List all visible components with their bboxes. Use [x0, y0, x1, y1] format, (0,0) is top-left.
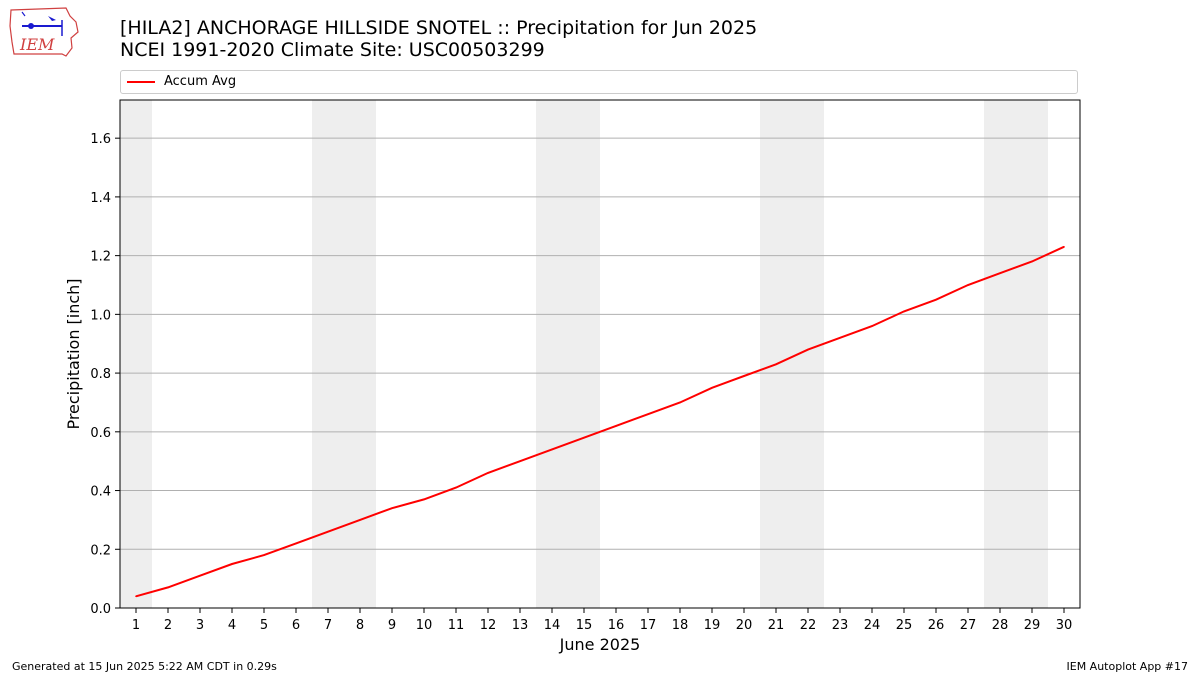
footer-app: IEM Autoplot App #17: [1066, 660, 1189, 673]
x-tick-label: 7: [324, 618, 332, 633]
weekend-band: [760, 100, 792, 608]
data-point: [231, 563, 233, 565]
x-tick-label: 17: [640, 618, 657, 633]
x-tick-label: 4: [228, 618, 236, 633]
data-point: [615, 425, 617, 427]
x-axis-label: June 2025: [559, 635, 641, 654]
data-point: [711, 386, 713, 389]
x-tick-label: 6: [292, 618, 300, 633]
data-point: [967, 284, 969, 286]
y-tick-label: 1.6: [90, 132, 111, 147]
data-point: [455, 486, 457, 489]
data-point: [551, 448, 553, 451]
data-point: [295, 542, 297, 545]
data-point: [807, 348, 809, 351]
data-point: [135, 595, 137, 598]
logo-text: IEM: [19, 35, 55, 54]
x-tick-label: 16: [608, 618, 625, 633]
data-point: [423, 498, 425, 501]
y-tick-label: 0.6: [90, 426, 111, 441]
x-tick-label: 28: [992, 618, 1009, 633]
series-line-accum-avg: [135, 245, 1065, 598]
data-point: [519, 460, 521, 462]
weekend-band: [984, 100, 1016, 608]
title-line-1: [HILA2] ANCHORAGE HILLSIDE SNOTEL :: Pre…: [120, 17, 758, 39]
x-tick-label: 26: [928, 618, 945, 633]
iem-logo: IEM: [9, 7, 79, 57]
data-point: [359, 519, 361, 521]
x-tick-label: 23: [832, 618, 849, 633]
x-tick-label: 27: [960, 618, 977, 633]
x-tick-label: 25: [896, 618, 913, 633]
y-tick-label: 0.4: [90, 485, 111, 500]
x-tick-label: 11: [448, 618, 465, 633]
x-tick-label: 29: [1024, 618, 1041, 633]
x-tick-label: 22: [800, 618, 817, 633]
x-tick-label: 18: [672, 618, 689, 633]
iowa-state-outline: [9, 7, 79, 57]
x-tick-label: 1: [132, 618, 140, 633]
data-point: [647, 413, 649, 415]
weekend-band: [312, 100, 344, 608]
data-point: [903, 310, 905, 313]
x-tick-label: 24: [864, 618, 881, 633]
legend-swatch: [127, 81, 155, 83]
legend: Accum Avg: [120, 70, 1078, 94]
data-point: [327, 530, 329, 533]
data-point: [199, 574, 201, 577]
weekend-band: [568, 100, 600, 608]
data-point: [167, 586, 169, 589]
plot-frame: [119, 99, 1081, 609]
weekend-band: [1016, 100, 1048, 608]
legend-label: Accum Avg: [164, 74, 237, 89]
title-line-2: NCEI 1991-2020 Climate Site: USC00503299: [120, 39, 545, 61]
x-tick-label: 13: [512, 618, 529, 633]
data-point: [1063, 246, 1065, 248]
x-tick-label: 12: [480, 618, 497, 633]
data-point: [679, 401, 681, 404]
x-tick-label: 9: [388, 618, 396, 633]
weekend-band: [792, 100, 824, 608]
x-tick-label: 15: [576, 618, 593, 633]
y-tick-label: 1.0: [90, 308, 111, 323]
y-tick-label: 1.4: [90, 191, 111, 206]
data-point: [935, 298, 937, 301]
x-tick-label: 20: [736, 618, 753, 633]
data-point: [263, 554, 265, 556]
weekend-band: [344, 100, 376, 608]
weekend-band: [536, 100, 568, 608]
x-tick-label: 8: [356, 618, 364, 633]
data-point: [871, 325, 873, 327]
y-axis-label: Precipitation [inch]: [64, 278, 83, 429]
data-point: [583, 436, 585, 439]
footer-generated: Generated at 15 Jun 2025 5:22 AM CDT in …: [12, 660, 277, 673]
y-tick-label: 0.0: [90, 602, 111, 617]
data-point: [999, 272, 1001, 275]
data-point: [487, 472, 489, 474]
y-tick-label: 0.8: [90, 367, 111, 382]
x-tick-label: 3: [196, 618, 204, 633]
data-point: [391, 507, 393, 509]
chart-title: [HILA2] ANCHORAGE HILLSIDE SNOTEL :: Pre…: [120, 17, 757, 61]
y-tick-label: 0.2: [90, 543, 111, 558]
x-tick-label: 10: [416, 618, 433, 633]
data-point: [839, 337, 841, 339]
weekend-band: [120, 100, 152, 608]
data-point: [775, 363, 777, 366]
data-point: [1031, 260, 1033, 263]
x-tick-label: 2: [164, 618, 172, 633]
x-tick-label: 14: [544, 618, 561, 633]
x-tick-label: 5: [260, 618, 268, 633]
x-tick-label: 19: [704, 618, 721, 633]
data-point: [743, 375, 745, 377]
x-tick-label: 30: [1056, 618, 1073, 633]
y-tick-label: 1.2: [90, 250, 111, 265]
x-tick-label: 21: [768, 618, 785, 633]
